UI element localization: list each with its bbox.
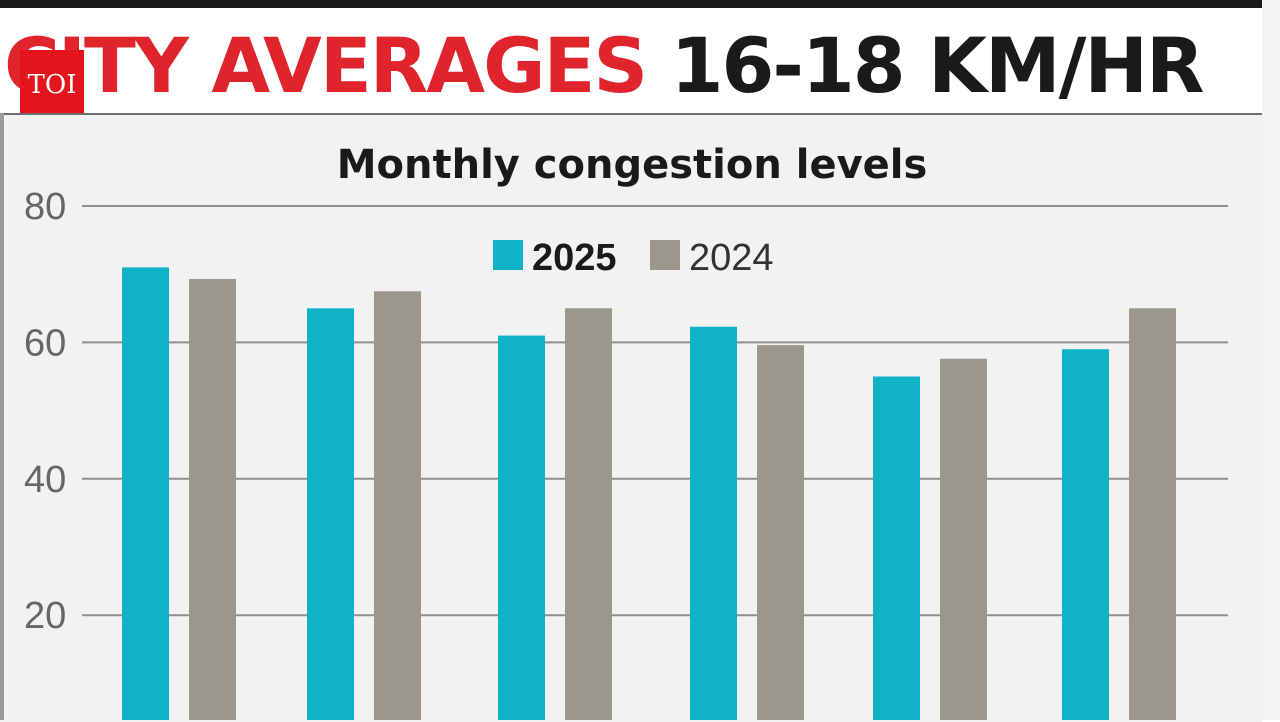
bar-2024-group-1 <box>189 278 236 720</box>
bars <box>122 267 1176 720</box>
bar-2025-group-6 <box>1062 349 1109 720</box>
grid-layer <box>82 205 1228 617</box>
panel-left-edge <box>0 113 4 720</box>
chart-title: Monthly congestion levels <box>337 142 928 188</box>
legend-label-2025: 2025 <box>532 237 617 279</box>
bar-2025-group-4 <box>690 326 737 720</box>
bar-2025-group-1 <box>122 267 169 720</box>
bar-2025-group-3 <box>498 335 545 720</box>
bar-2024-group-2 <box>374 291 421 720</box>
bar-2024-group-3 <box>565 308 612 720</box>
right-margin-strip <box>1262 0 1280 720</box>
headline-red-text: CITY AVERAGES <box>4 21 648 110</box>
bar-2025-group-2 <box>307 308 354 720</box>
y-tick-label: 80 <box>24 186 66 228</box>
toi-logo: TOI <box>20 50 84 120</box>
headline: CITY AVERAGES 16-18 KM/HR <box>4 20 1254 112</box>
y-tick-label: 40 <box>24 459 66 501</box>
headline-black-text: 16-18 KM/HR <box>670 21 1205 110</box>
y-tick-label: 60 <box>24 322 66 364</box>
y-tick-label: 20 <box>24 595 66 637</box>
bar-2024-group-5 <box>940 358 987 720</box>
legend-swatch-2024 <box>650 240 680 270</box>
bar-2024-group-6 <box>1129 308 1176 720</box>
legend: 2025 2024 <box>493 237 774 279</box>
y-tick-labels: 80 60 40 20 <box>24 186 66 637</box>
top-rule <box>0 0 1262 8</box>
legend-swatch-2025 <box>493 240 523 270</box>
legend-label-2024: 2024 <box>689 237 774 279</box>
bar-2024-group-4 <box>757 345 804 720</box>
bar-2025-group-5 <box>873 376 920 720</box>
